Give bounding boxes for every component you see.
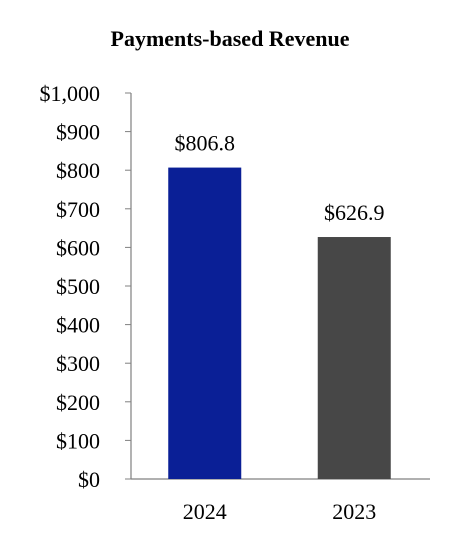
y-tick-label: $900 [56, 120, 100, 145]
y-tick-label: $300 [56, 351, 100, 376]
y-tick-label: $700 [56, 197, 100, 222]
y-tick-label: $0 [78, 467, 100, 492]
data-label: $626.9 [324, 200, 385, 225]
bar [317, 237, 391, 479]
x-tick-label: 2024 [183, 499, 227, 524]
y-tick-label: $400 [56, 313, 100, 338]
y-tick-label: $800 [56, 158, 100, 183]
chart-title: Payments-based Revenue [110, 26, 350, 51]
y-tick-label: $100 [56, 428, 100, 453]
x-tick-label: 2023 [332, 499, 376, 524]
y-tick-label: $600 [56, 235, 100, 260]
data-label: $806.8 [175, 131, 236, 156]
y-tick-label: $500 [56, 274, 100, 299]
bar [168, 167, 242, 479]
y-tick-label: $1,000 [40, 81, 101, 106]
y-tick-label: $200 [56, 390, 100, 415]
